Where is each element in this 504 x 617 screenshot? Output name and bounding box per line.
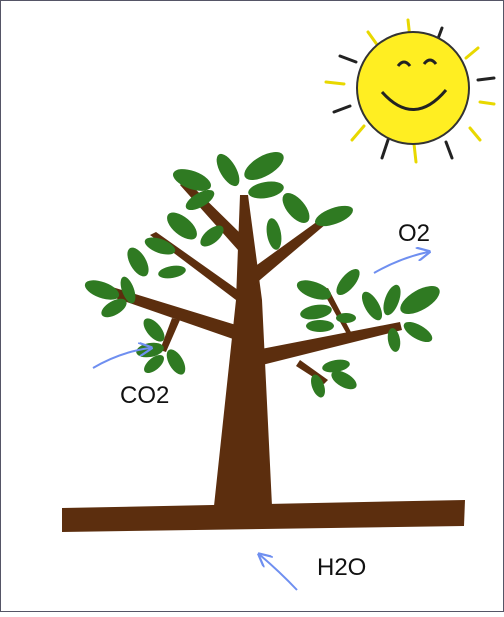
h2o-label: H2O: [317, 554, 366, 581]
co2-label: CO2: [120, 382, 169, 409]
o2-label: O2: [398, 220, 430, 247]
photosynthesis-diagram: O2 CO2 H2O: [0, 0, 504, 612]
